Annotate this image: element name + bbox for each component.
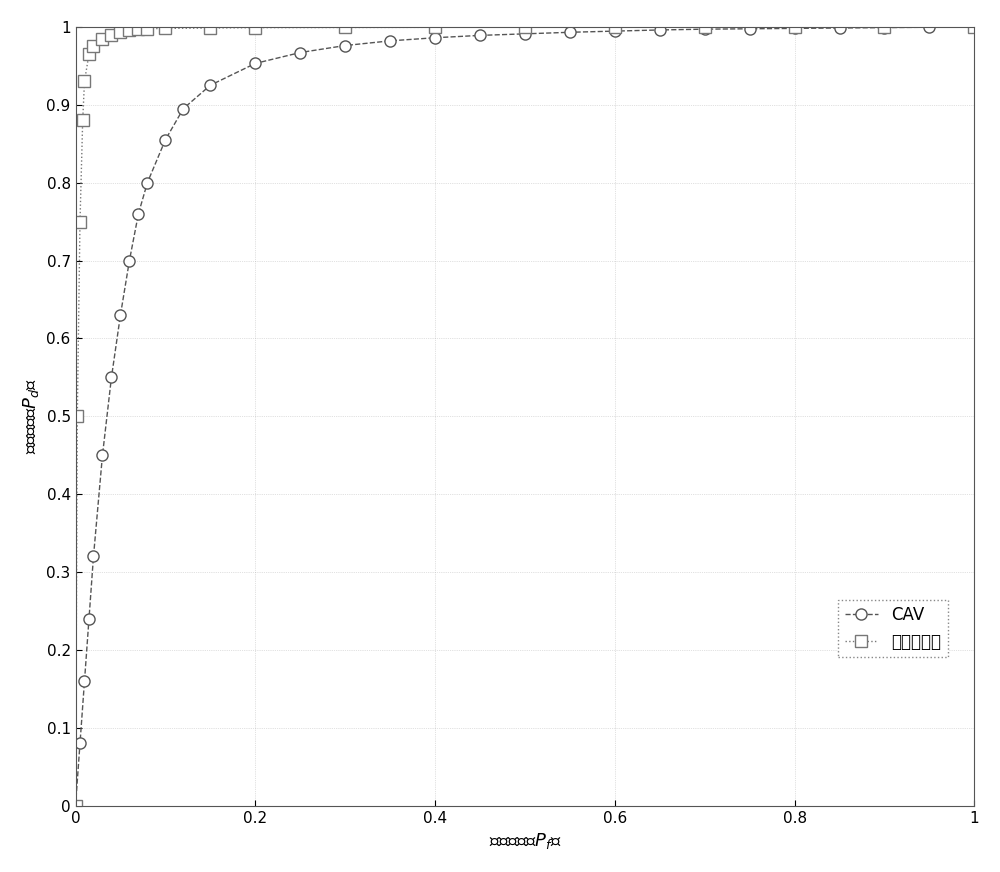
本发明方法 xyxy=(71,411,83,421)
本发明方法 xyxy=(123,25,135,36)
Line: CAV: CAV xyxy=(70,21,980,811)
本发明方法 xyxy=(249,23,261,33)
CAV xyxy=(384,36,396,46)
CAV xyxy=(249,58,261,69)
CAV xyxy=(968,22,980,32)
本发明方法 xyxy=(74,216,86,227)
本发明方法 xyxy=(78,76,90,86)
本发明方法 xyxy=(96,33,108,44)
本发明方法 xyxy=(878,22,890,32)
本发明方法 xyxy=(429,22,441,32)
CAV xyxy=(70,800,82,811)
CAV xyxy=(699,24,711,34)
CAV xyxy=(923,22,935,32)
本发明方法 xyxy=(339,22,351,32)
本发明方法 xyxy=(114,27,126,37)
CAV xyxy=(429,32,441,43)
CAV xyxy=(564,27,576,37)
本发明方法 xyxy=(968,22,980,32)
CAV xyxy=(744,24,756,34)
本发明方法 xyxy=(132,24,144,34)
本发明方法 xyxy=(204,23,216,33)
CAV xyxy=(654,24,666,35)
CAV xyxy=(78,676,90,686)
CAV xyxy=(74,739,86,749)
CAV xyxy=(132,208,144,219)
Y-axis label: 检测概率（$P_d$）: 检测概率（$P_d$） xyxy=(21,378,41,454)
CAV xyxy=(114,310,126,320)
CAV xyxy=(474,31,486,41)
CAV xyxy=(141,177,153,187)
CAV xyxy=(204,80,216,91)
CAV xyxy=(105,372,117,383)
CAV xyxy=(123,255,135,266)
CAV xyxy=(339,40,351,51)
CAV xyxy=(294,47,306,58)
CAV xyxy=(878,23,890,33)
CAV xyxy=(177,104,189,114)
本发明方法 xyxy=(105,30,117,40)
本发明方法 xyxy=(519,22,531,32)
本发明方法 xyxy=(70,800,82,811)
本发明方法 xyxy=(141,24,153,34)
CAV xyxy=(87,551,99,562)
CAV xyxy=(834,23,846,33)
Legend: CAV, 本发明方法: CAV, 本发明方法 xyxy=(838,600,948,657)
本发明方法 xyxy=(83,49,95,59)
CAV xyxy=(159,134,171,145)
本发明方法 xyxy=(77,115,89,126)
CAV xyxy=(83,614,95,624)
本发明方法 xyxy=(87,41,99,51)
本发明方法 xyxy=(699,22,711,32)
CAV xyxy=(96,450,108,460)
本发明方法 xyxy=(609,22,621,32)
X-axis label: 虚警概率（$P_f$）: 虚警概率（$P_f$） xyxy=(489,831,561,851)
CAV xyxy=(609,26,621,37)
CAV xyxy=(789,24,801,34)
Line: 本发明方法: 本发明方法 xyxy=(70,21,980,811)
本发明方法 xyxy=(159,24,171,34)
CAV xyxy=(519,29,531,39)
本发明方法 xyxy=(789,22,801,32)
